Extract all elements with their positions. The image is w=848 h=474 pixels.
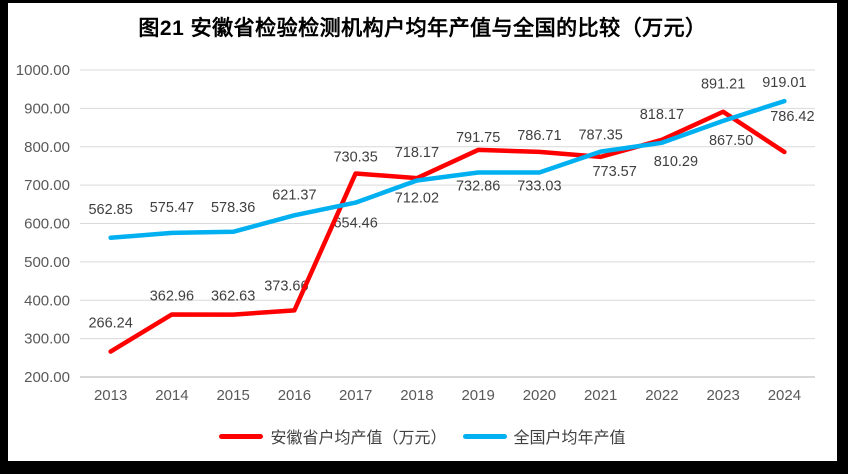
data-label: 362.63 — [211, 289, 255, 305]
legend-item-anhui: 安徽省户均产值（万元） — [219, 424, 447, 448]
data-label: 773.57 — [592, 164, 636, 180]
x-axis-tick-label: 2018 — [400, 387, 433, 404]
data-label: 818.17 — [640, 107, 684, 123]
y-axis-tick-label: 500.00 — [24, 254, 70, 271]
x-axis-tick-label: 2021 — [584, 387, 617, 404]
data-label: 562.85 — [88, 202, 132, 218]
data-label: 578.36 — [211, 200, 255, 216]
legend-item-national: 全国户均年产值 — [462, 424, 626, 448]
data-label: 810.29 — [654, 154, 698, 170]
data-label: 786.71 — [517, 128, 561, 144]
data-label: 654.46 — [333, 216, 377, 232]
data-label: 791.75 — [456, 130, 500, 146]
data-label: 787.35 — [578, 128, 622, 144]
series-line-national — [108, 98, 787, 241]
anhui-series-swatch — [219, 433, 264, 439]
legend-label-national: 全国户均年产值 — [513, 430, 626, 447]
data-label: 733.03 — [517, 178, 561, 194]
x-axis-tick-label: 2015 — [216, 387, 249, 404]
data-label: 266.24 — [88, 316, 132, 332]
data-label: 786.42 — [770, 109, 814, 125]
data-label: 575.47 — [150, 200, 194, 216]
x-axis-tick-label: 2023 — [706, 387, 739, 404]
chart-card — [8, 3, 837, 461]
y-axis-tick-label: 600.00 — [24, 216, 70, 233]
x-axis-tick-label: 2022 — [645, 387, 678, 404]
data-label: 712.02 — [395, 191, 439, 207]
national-series-swatch — [462, 433, 507, 439]
series-line-anhui — [108, 109, 787, 354]
x-axis-tick-label: 2019 — [461, 387, 494, 404]
y-axis-tick-label: 800.00 — [24, 139, 70, 156]
chart-legend: 安徽省户均产值（万元） 全国户均年产值 — [8, 424, 837, 448]
data-label: 732.86 — [456, 179, 500, 195]
data-label: 730.35 — [333, 149, 377, 165]
y-axis-tick-label: 900.00 — [24, 100, 70, 117]
chart-title: 图21 安徽省检验检测机构户均年产值与全国的比较（万元） — [138, 17, 707, 40]
data-label: 362.96 — [150, 288, 194, 304]
data-label: 867.50 — [709, 133, 753, 149]
x-axis-tick-label: 2017 — [339, 387, 372, 404]
data-label: 718.17 — [395, 145, 439, 161]
x-axis-tick-label: 2013 — [94, 387, 127, 404]
x-axis-tick-label: 2014 — [155, 387, 188, 404]
x-axis-tick-label: 2020 — [523, 387, 556, 404]
x-axis-tick-label: 2016 — [278, 387, 311, 404]
data-label: 373.66 — [264, 278, 308, 294]
legend-label-anhui: 安徽省户均产值（万元） — [270, 430, 447, 447]
data-label: 621.37 — [272, 187, 316, 203]
y-axis-tick-label: 1000.00 — [16, 62, 70, 79]
y-axis-tick-label: 300.00 — [24, 331, 70, 348]
y-axis-tick-label: 200.00 — [24, 369, 70, 386]
y-axis-tick-label: 400.00 — [24, 292, 70, 309]
data-label: 891.21 — [701, 77, 745, 93]
data-label: 919.01 — [762, 75, 806, 91]
x-axis-tick-label: 2024 — [768, 387, 801, 404]
y-axis-tick-label: 700.00 — [24, 177, 70, 194]
